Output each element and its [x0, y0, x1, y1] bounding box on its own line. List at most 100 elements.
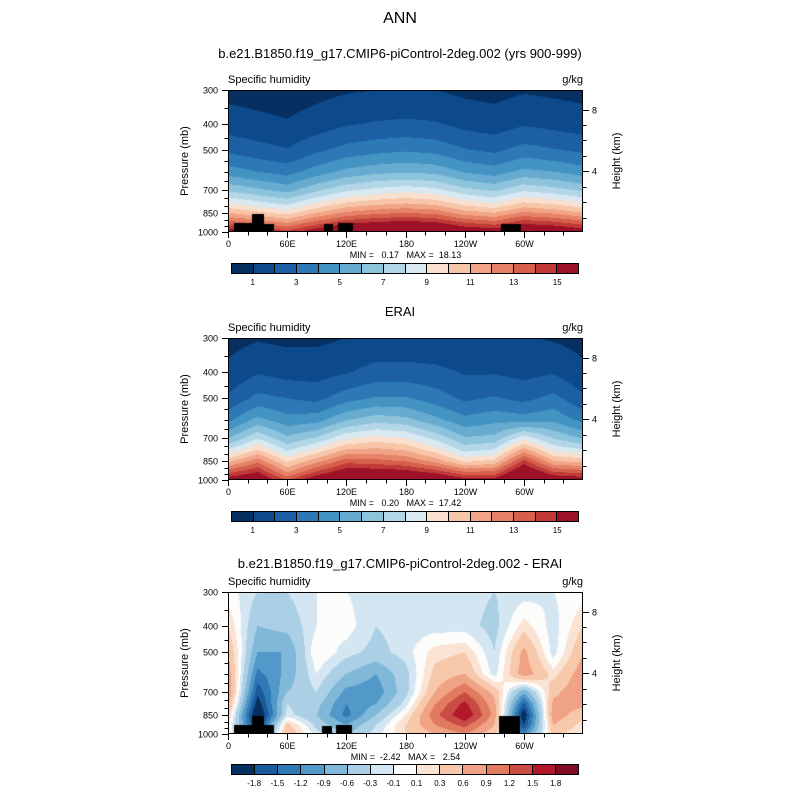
panel-title-model: b.e21.B1850.f19_g17.CMIP6-piControl-2deg… — [218, 46, 582, 61]
colorbar-tick-label: 3 — [294, 278, 299, 287]
plot-area-erai: Specific humidity g/kg 300 400 500 700 850 10… — [0, 318, 800, 518]
pressure-tick-label: 400 — [203, 368, 218, 378]
colorbar-cell — [492, 512, 514, 521]
minmax-stats-erai: MIN = 0.20 MAX = 17.42 — [349, 498, 462, 508]
field-label-model: Specific humidity — [228, 74, 311, 86]
longitude-tick-label: 60W — [515, 487, 534, 497]
axes-diff: 300 400 500 700 850 1000 8 4 0 60E 120E 180 120W 60W P… — [179, 588, 623, 752]
colorbar-tick-label: 0.1 — [411, 779, 423, 788]
colorbar-tick-label: 0.9 — [480, 779, 492, 788]
pressure-tick-label: 400 — [203, 622, 218, 632]
colorbar-cell — [470, 512, 493, 521]
contour-field-diff — [228, 592, 583, 734]
colorbar-cell — [301, 765, 325, 774]
pressure-tick-label: 850 — [203, 209, 218, 219]
longitude-tick-label: 60E — [279, 487, 295, 497]
colorbar-cell — [318, 264, 341, 273]
colorbar-cell — [513, 512, 536, 521]
longitude-tick-label: 60W — [515, 239, 534, 249]
colorbar-cell — [509, 765, 533, 774]
colorbar-tick-label: 1 — [250, 278, 255, 287]
pressure-tick-label: 500 — [203, 648, 218, 658]
colorbar-tick-label: 0.3 — [434, 779, 446, 788]
longitude-tick-label: 120E — [336, 741, 357, 751]
colorbar-cell — [470, 264, 493, 273]
pressure-tick-label: 850 — [203, 457, 218, 467]
axes-erai: 300 400 500 700 850 1000 8 4 0 60E 120E 180 120W 60W P… — [179, 334, 623, 498]
height-tick-label: 4 — [592, 415, 597, 425]
longitude-tick-label: 180 — [399, 741, 414, 751]
units-label-model: g/kg — [562, 74, 583, 86]
colorbar-tick-label: 15 — [552, 278, 562, 287]
colorbar-tick-label: 11 — [466, 278, 475, 287]
pressure-tick-label: 400 — [203, 120, 218, 130]
colorbar-cell — [297, 512, 319, 521]
height-tick-label: 4 — [592, 167, 597, 177]
colorbar-tick-label: 5 — [337, 278, 342, 287]
colorbar-tick-label: 1.2 — [503, 779, 515, 788]
colorbar-tick-label: 3 — [294, 526, 299, 535]
plot-area-diff: Specific humidity g/kg 300 400 500 700 850 10… — [0, 572, 800, 772]
longitude-tick-label: 120W — [454, 741, 478, 751]
colorbar-tick-label: -0.9 — [316, 779, 331, 788]
plot-frame — [228, 592, 583, 734]
panel-title-diff: b.e21.B1850.f19_g17.CMIP6-piControl-2deg… — [237, 556, 563, 571]
longitude-tick-label: 120W — [454, 239, 478, 249]
colorbar-cell — [532, 765, 556, 774]
colorbar-cell — [383, 512, 406, 521]
longitude-tick-label: 120E — [336, 239, 357, 249]
height-tick-label: 8 — [592, 354, 597, 364]
colorbar-cell — [463, 765, 487, 774]
longitude-tick-label: 60E — [279, 741, 295, 751]
contour-field-model — [228, 90, 583, 232]
axes-model: 300 400 500 700 850 1000 8 4 0 60E 120E 180 120W 60W P… — [179, 86, 623, 250]
longitude-tick-label: 60E — [279, 239, 295, 249]
colorbar-cell — [513, 264, 536, 273]
height-axis-label: Height (km) — [611, 635, 623, 692]
colorbar-cell — [255, 765, 279, 774]
contour-field-erai — [228, 338, 583, 480]
colorbar-cell — [417, 765, 441, 774]
colorbar-cell — [427, 512, 449, 521]
longitude-tick-label: 120W — [454, 487, 478, 497]
field-label-diff: Specific humidity — [228, 576, 311, 588]
units-label-erai: g/kg — [562, 322, 583, 334]
colorbar-cell — [370, 765, 394, 774]
height-axis-label: Height (km) — [611, 381, 623, 438]
colorbar-cell — [275, 512, 298, 521]
colorbar-tick-label: 1 — [250, 526, 255, 535]
colorbar-cell — [232, 512, 254, 521]
plot-frame — [228, 90, 583, 232]
colorbar-erai: 1 3 5 7 9 11 13 15 — [231, 511, 579, 541]
plot-area-model: Specific humidity g/kg 300 400 500 700 850 10… — [0, 70, 800, 270]
height-axis-label: Height (km) — [611, 133, 623, 190]
minmax-stats-model: MIN = 0.17 MAX = 18.13 — [349, 250, 462, 260]
colorbar-diff: -1.8 -1.5 -1.2 -0.9 -0.6 -0.3 -0.1 0.1 0.3 0.6 0.9… — [231, 764, 579, 794]
colorbar-cell — [486, 765, 510, 774]
pressure-tick-label: 1000 — [198, 730, 218, 740]
longitude-tick-label: 0 — [226, 741, 231, 751]
colorbar-tick-label: 15 — [552, 526, 562, 535]
colorbar-cells — [231, 511, 579, 522]
colorbar-tick-label: 0.6 — [457, 779, 469, 788]
units-label-diff: g/kg — [562, 576, 583, 588]
colorbar-cell — [448, 264, 471, 273]
field-label-erai: Specific humidity — [228, 322, 311, 334]
colorbar-cell — [427, 264, 449, 273]
pressure-tick-label: 700 — [203, 186, 218, 196]
longitude-tick-label: 180 — [399, 239, 414, 249]
colorbar-tick-label: 13 — [509, 526, 519, 535]
colorbar-cell — [405, 264, 428, 273]
colorbar-tick-label: 9 — [424, 526, 429, 535]
colorbar-tick-label: -1.2 — [293, 779, 308, 788]
colorbar-cell — [557, 512, 578, 521]
longitude-tick-label: 0 — [226, 487, 231, 497]
colorbar-tick-label: -0.3 — [363, 779, 378, 788]
colorbar-cell — [340, 264, 363, 273]
figure-title: ANN — [383, 10, 417, 27]
pressure-tick-label: 700 — [203, 434, 218, 444]
colorbar-cell — [253, 512, 276, 521]
colorbar-cell — [347, 765, 371, 774]
colorbar-tick-label: -1.5 — [270, 779, 285, 788]
